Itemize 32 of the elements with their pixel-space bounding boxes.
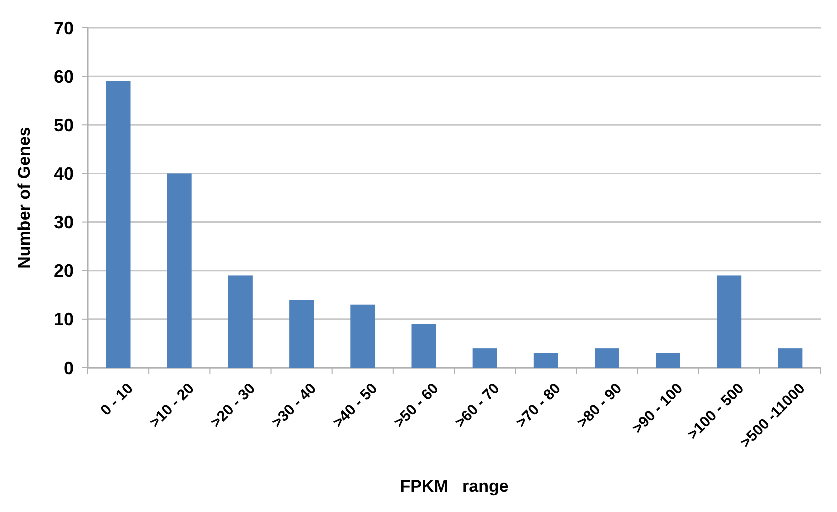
bar bbox=[778, 348, 803, 368]
y-tick-label: 60 bbox=[54, 66, 74, 87]
bar bbox=[656, 353, 681, 368]
bar bbox=[350, 304, 376, 368]
y-tick-label: 70 bbox=[54, 18, 74, 38]
x-tick-label: >10 - 20 bbox=[146, 380, 198, 432]
bar bbox=[594, 348, 620, 368]
x-tick-label: >80 - 90 bbox=[574, 380, 626, 432]
y-tick-label: 0 bbox=[64, 358, 74, 378]
bar bbox=[412, 324, 436, 368]
x-tick-label: >30 - 40 bbox=[268, 380, 320, 432]
bar bbox=[534, 353, 558, 368]
bar bbox=[472, 348, 498, 368]
x-tick-label: >20 - 30 bbox=[208, 380, 259, 432]
bar bbox=[717, 276, 742, 368]
x-tick-label: >60 - 70 bbox=[452, 380, 504, 432]
y-axis-title: Number of Genes bbox=[15, 127, 34, 269]
x-tick-label: 0 - 10 bbox=[98, 380, 137, 420]
x-tick-label: >90 - 100 bbox=[629, 380, 687, 438]
y-tick-label: 30 bbox=[54, 212, 74, 233]
bar bbox=[290, 300, 314, 368]
x-tick-label: >40 - 50 bbox=[330, 380, 382, 432]
bar bbox=[228, 276, 253, 368]
y-tick-label: 10 bbox=[54, 310, 74, 330]
x-axis-title: FPKM range bbox=[400, 477, 509, 496]
y-tick-label: 40 bbox=[54, 164, 74, 184]
y-tick-label: 20 bbox=[54, 261, 74, 282]
bar bbox=[167, 174, 192, 368]
x-tick-label: >50 - 60 bbox=[390, 380, 442, 432]
x-tick-label: >70 - 80 bbox=[513, 380, 564, 432]
bar bbox=[106, 81, 131, 368]
y-tick-label: 50 bbox=[54, 115, 74, 136]
